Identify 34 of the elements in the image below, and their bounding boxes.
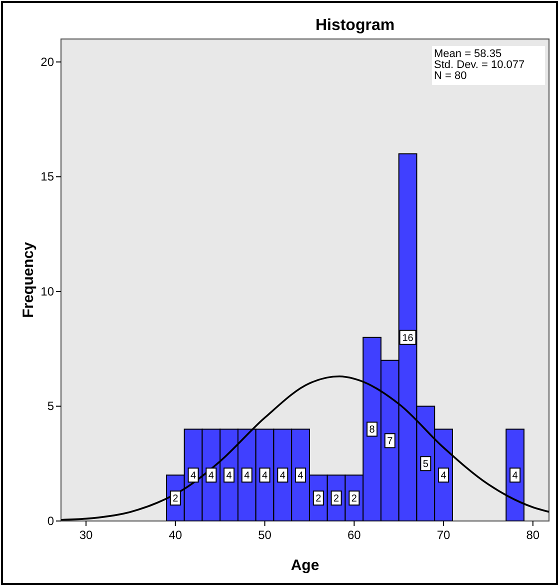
x-tick-label: 30 — [79, 528, 94, 542]
data-label: 7 — [387, 436, 394, 448]
y-axis-title: Frequency — [20, 241, 37, 318]
x-tick-label: 50 — [258, 528, 272, 542]
y-tick-label: 15 — [40, 170, 54, 184]
annotation: Std. Dev. = 10.077 — [434, 59, 525, 71]
data-label: 4 — [280, 470, 286, 482]
data-label: 4 — [262, 470, 268, 482]
data-label: 2 — [172, 494, 179, 505]
data-label: 2 — [316, 494, 322, 505]
data-label: 4 — [298, 470, 304, 482]
y-tick-label: 0 — [47, 514, 54, 528]
y-tick-label: 10 — [40, 284, 54, 298]
annotation: N = 80 — [434, 70, 467, 82]
chart-title: Histogram — [315, 17, 395, 34]
data-label: 4 — [226, 470, 232, 482]
x-tick-label: 40 — [168, 528, 182, 542]
x-tick-label: 60 — [347, 528, 362, 542]
x-axis-title: Age — [290, 557, 320, 574]
x-tick-label: 70 — [436, 528, 451, 542]
x-tick-label: 80 — [526, 528, 540, 542]
y-tick-label: 20 — [40, 54, 54, 69]
data-label: 4 — [512, 470, 518, 482]
annotation: Mean = 58.35 — [434, 48, 502, 60]
data-label: 2 — [351, 494, 358, 505]
y-tick-label: 5 — [47, 399, 54, 414]
data-label: 8 — [369, 424, 376, 436]
data-label: 16 — [402, 332, 414, 344]
data-label: 4 — [190, 470, 196, 482]
data-label: 4 — [244, 470, 250, 482]
data-label: 5 — [422, 459, 429, 470]
data-label: 4 — [208, 470, 214, 482]
data-label: 2 — [334, 494, 340, 505]
data-label: 4 — [440, 470, 447, 482]
